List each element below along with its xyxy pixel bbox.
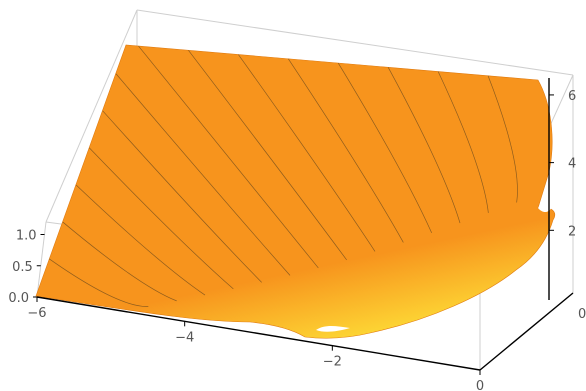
box-edge [45,9,138,223]
y-front-tick-label: 0 [578,307,586,322]
contour-line [487,75,518,203]
contour-line [138,45,319,269]
x-tick-label: −2 [323,355,342,370]
z-tick-label: 4 [568,157,576,172]
contour-line [387,67,461,224]
y-axis-line-front [479,292,574,371]
contour-line [288,58,404,243]
contour-line [337,62,432,234]
y-tick-label: 0.5 [12,260,33,275]
y-tick-label: 1.0 [16,229,37,244]
contour-line [75,184,206,296]
z-tick-label: 2 [568,224,576,239]
axis-ticks: −6 −4 −2 0 0.0 0.5 1.0 2 4 6 0 [8,89,586,391]
y-tick-label: 0.0 [8,291,29,306]
x-tick-label: −4 [175,330,194,345]
x-tick-label: −6 [27,306,46,321]
x-axis-line [36,296,481,371]
contour-lines [49,45,518,307]
contour-line [62,221,177,302]
contour-line [102,110,262,283]
surface-gap [316,326,350,332]
contour-line [49,258,149,307]
contour-line [437,71,489,213]
axes [36,78,574,371]
x-tick-label: 0 [476,379,484,391]
contour-line [188,50,347,261]
box-edge [136,9,574,76]
contour-line [238,54,376,252]
surface [35,44,556,339]
z-tick-label: 6 [568,89,576,104]
contour-line [115,73,291,276]
contour-line [89,147,234,290]
